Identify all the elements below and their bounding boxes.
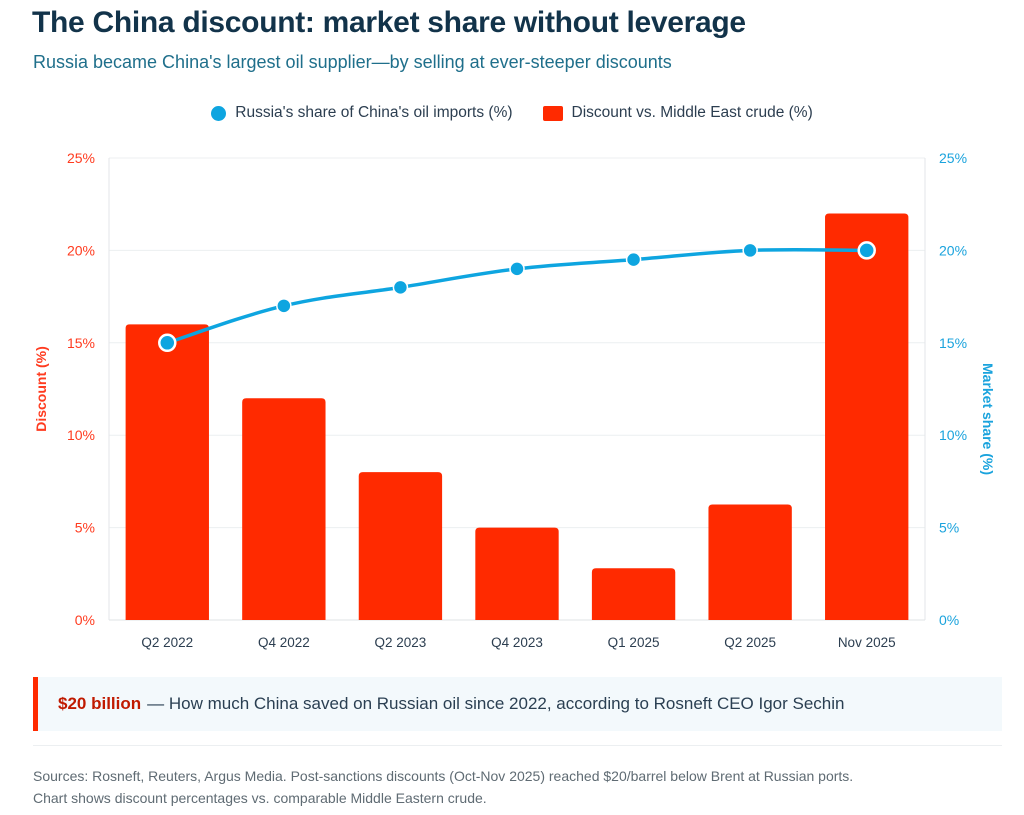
chart-subtitle: Russia became China's largest oil suppli… — [33, 52, 672, 72]
legend-circle-icon — [211, 105, 227, 121]
x-tick-label: Q4 2022 — [258, 635, 310, 650]
sources-line-2: Chart shows discount percentages vs. com… — [33, 790, 487, 806]
line-point-q2-2022 — [158, 333, 177, 353]
bar-q2-2022 — [125, 324, 209, 620]
chart-title: The China discount: market share without… — [32, 6, 746, 39]
bar-nov-2025 — [825, 213, 909, 620]
y-tick-left: 25% — [67, 150, 95, 166]
x-tick-label: Q2 2022 — [141, 635, 193, 650]
sources-note: Sources: Rosneft, Reuters, Argus Media. … — [33, 765, 993, 809]
bar-q4-2023 — [475, 527, 559, 620]
bar-q2-2023 — [358, 472, 443, 620]
y-tick-right: 25% — [939, 150, 967, 166]
y-tick-right: 15% — [939, 335, 967, 351]
bar-q2-2025 — [708, 504, 792, 620]
line-point-q2-2025 — [742, 242, 758, 259]
legend: Russia's share of China's oil imports (%… — [0, 104, 1024, 122]
sources-line-1: Sources: Rosneft, Reuters, Argus Media. … — [33, 768, 854, 784]
x-tick-label: Q1 2025 — [608, 635, 660, 650]
bar-q1-2025 — [591, 568, 676, 620]
y-tick-right: 10% — [939, 427, 967, 443]
y-tick-left: 5% — [75, 520, 95, 536]
line-point-q4-2023 — [509, 261, 525, 277]
chart-area: 0% 0% 5% 5% 10% 10% 15% 15% 20% 20% 25% 25% Discount… — [33, 150, 996, 650]
y-tick-left: 20% — [67, 242, 95, 258]
legend-label-market-share: Russia's share of China's oil imports (%… — [235, 104, 513, 121]
y-tick-left: 15% — [67, 335, 95, 351]
line-point-q2-2023 — [392, 279, 409, 296]
legend-item-market-share[interactable]: Russia's share of China's oil imports (%… — [211, 104, 513, 122]
y-axis-title-right: Market share (%) — [980, 363, 996, 475]
x-tick-label: Q4 2023 — [491, 635, 543, 650]
y-tick-right: 5% — [939, 520, 959, 536]
bar-q4-2022 — [242, 398, 326, 620]
x-tick-label: Q2 2025 — [724, 635, 776, 650]
line-point-q4-2022 — [276, 298, 292, 314]
legend-square-icon — [542, 105, 563, 121]
y-axis-title-left: Discount (%) — [33, 346, 49, 432]
y-tick-left: 10% — [67, 427, 95, 443]
y-tick-left: 0% — [75, 612, 95, 628]
y-tick-right: 20% — [939, 242, 967, 258]
y-tick-right: 0% — [939, 612, 959, 628]
callout-text: — How much China saved on Russian oil si… — [147, 694, 845, 713]
callout-box: $20 billion — How much China saved on Ru… — [33, 677, 1002, 731]
x-tick-label: Nov 2025 — [838, 635, 896, 650]
line-point-nov-2025 — [857, 241, 876, 260]
legend-label-discount: Discount vs. Middle East crude (%) — [571, 104, 813, 121]
legend-item-discount[interactable]: Discount vs. Middle East crude (%) — [542, 104, 813, 122]
callout-highlight: $20 billion — [58, 694, 142, 713]
x-tick-label: Q2 2023 — [375, 635, 427, 650]
line-point-q1-2025 — [625, 251, 642, 268]
divider — [33, 745, 1002, 746]
